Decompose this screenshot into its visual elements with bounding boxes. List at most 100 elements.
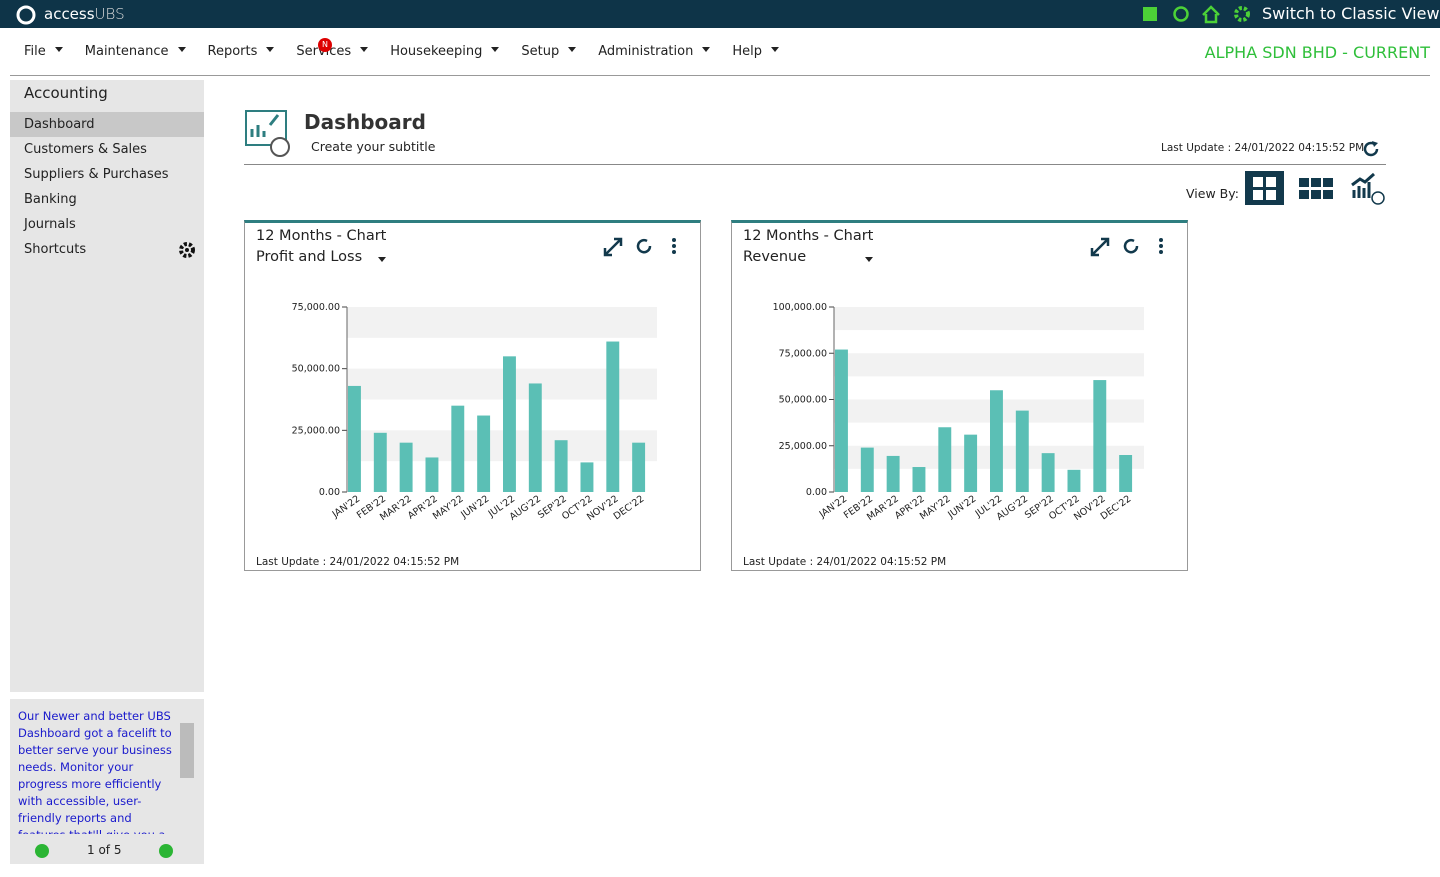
news-panel: Our Newer and better UBS Dashboard got a… — [10, 699, 204, 864]
bar — [887, 456, 900, 492]
menu-dot[interactable] — [672, 244, 676, 248]
x-tick-label: JUN'22 — [945, 493, 978, 521]
last-update: Last Update : 24/01/2022 04:15:52 PM — [1161, 142, 1364, 154]
y-tick-label: 0.00 — [319, 487, 340, 498]
add-chart[interactable] — [1352, 174, 1384, 204]
company: ALPHA SDN BHD - CURRENT — [1205, 43, 1430, 62]
refresh-icon[interactable] — [638, 240, 650, 252]
logo-icon — [16, 5, 36, 25]
sidebar-item[interactable]: Journals — [10, 212, 204, 237]
badge: N — [318, 38, 332, 52]
y-tick-label: 100,000.00 — [773, 302, 827, 313]
menu-item[interactable]: Help — [732, 44, 779, 59]
page-subtitle: Create your subtitle — [311, 139, 435, 154]
y-tick-label: 25,000.00 — [292, 425, 340, 436]
brand: accessUBS — [44, 5, 125, 23]
view-2-columns[interactable] — [1245, 171, 1284, 205]
divider — [10, 75, 1430, 76]
save-icon[interactable] — [1143, 7, 1157, 21]
bar — [555, 440, 568, 492]
bar — [835, 350, 848, 492]
bar — [529, 383, 542, 492]
scrollbar[interactable] — [180, 723, 194, 778]
bar — [938, 427, 951, 492]
brand-suffix: UBS — [95, 5, 125, 23]
bar — [451, 406, 464, 492]
bar — [400, 443, 413, 492]
bar — [632, 443, 645, 492]
menu-item[interactable]: Maintenance — [85, 44, 186, 59]
x-tick-label: JUN'22 — [458, 493, 491, 521]
grid-band — [347, 307, 657, 338]
next-button[interactable] — [159, 844, 173, 858]
bar — [913, 467, 926, 492]
bar — [1068, 470, 1081, 492]
chart: 0.00 25,000.00 50,000.00 75,000.00 100,000.0… — [732, 223, 1187, 569]
chart: 0.0025,000.0050,000.0075,000.00JAN'22FEB… — [245, 223, 700, 569]
pager: 1 of 5 — [87, 843, 121, 857]
menu-dot[interactable] — [1159, 238, 1163, 242]
bar — [861, 448, 874, 492]
bar — [1119, 455, 1132, 492]
refresh-icon[interactable] — [1125, 240, 1137, 252]
expand-icon[interactable] — [1092, 239, 1108, 255]
menu-item[interactable]: Administration — [598, 44, 710, 59]
menu-item[interactable]: Housekeeping — [390, 44, 499, 59]
sidebar-item[interactable]: Suppliers & Purchases — [10, 162, 204, 187]
bar — [426, 457, 439, 492]
header-rule — [244, 164, 1386, 165]
menu-bar: File Maintenance Reports Services Housekeepi… — [24, 44, 801, 59]
grid-band — [834, 353, 1144, 376]
sidebar-title: Accounting — [24, 84, 108, 102]
y-tick-label: 25,000.00 — [779, 441, 827, 452]
y-tick-label: 75,000.00 — [779, 348, 827, 359]
y-tick-label: 50,000.00 — [779, 395, 827, 406]
y-tick-label: 0.00 — [806, 487, 827, 498]
chart-widget: 12 Months - ChartRevenueLast Update : 24… — [731, 220, 1188, 571]
bar — [477, 416, 490, 492]
toolbar-icons — [1140, 5, 1256, 25]
bar — [348, 386, 361, 492]
menu-dot[interactable] — [672, 250, 676, 254]
sidebar: Accounting DashboardCustomers & SalesSup… — [10, 80, 204, 692]
refresh-button[interactable] — [1361, 139, 1381, 159]
brand-name: access — [44, 5, 95, 23]
menu-dot[interactable] — [1159, 244, 1163, 248]
menu-item[interactable]: Setup — [521, 44, 576, 59]
dropdown-arrow[interactable] — [378, 257, 386, 262]
bar — [581, 462, 594, 492]
menu-item[interactable]: Services — [296, 44, 368, 59]
menu-dot[interactable] — [1159, 250, 1163, 254]
menu-dot[interactable] — [672, 238, 676, 242]
news-text: Our Newer and better UBS Dashboard got a… — [18, 708, 174, 834]
switch-view[interactable]: Switch to Classic View — [1262, 4, 1440, 23]
sidebar-item[interactable]: Shortcuts — [10, 237, 204, 262]
grid-band — [834, 307, 1144, 330]
bar — [964, 435, 977, 492]
expand-icon[interactable] — [605, 239, 621, 255]
bar — [1042, 453, 1055, 492]
bar — [990, 390, 1003, 492]
menu-item[interactable]: File — [24, 44, 63, 59]
bar — [503, 356, 516, 492]
sidebar-item[interactable]: Banking — [10, 187, 204, 212]
menu-item[interactable]: Reports — [208, 44, 275, 59]
view-3-columns[interactable] — [1299, 178, 1333, 199]
settings-icon[interactable] — [1236, 8, 1248, 20]
dashboard-icon — [244, 107, 294, 159]
home-icon[interactable] — [1203, 7, 1219, 22]
y-tick-label: 50,000.00 — [292, 364, 340, 375]
sidebar-item[interactable]: Customers & Sales — [10, 137, 204, 162]
dropdown-arrow[interactable] — [865, 257, 873, 262]
bar — [606, 342, 619, 492]
prev-button[interactable] — [35, 844, 49, 858]
top-bar: accessUBS Switch to Classic View — [0, 0, 1440, 28]
view-options — [1244, 170, 1390, 206]
y-tick-label: 75,000.00 — [292, 302, 340, 313]
sidebar-item[interactable]: Dashboard — [10, 112, 204, 137]
refresh-icon[interactable] — [1175, 8, 1188, 21]
page-title: Dashboard — [304, 110, 426, 134]
bar — [374, 433, 387, 492]
